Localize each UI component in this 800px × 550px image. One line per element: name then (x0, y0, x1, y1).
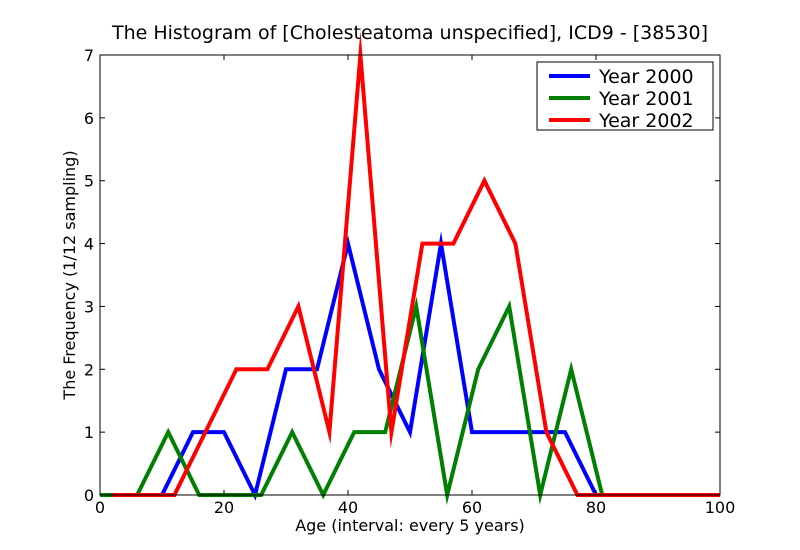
y-tick-label-2: 2 (84, 360, 94, 379)
x-tick-label-1: 20 (214, 498, 234, 517)
y-tick-label-3: 3 (84, 297, 94, 316)
y-tick-label-5: 5 (84, 172, 94, 191)
x-tick-label-3: 60 (462, 498, 482, 517)
legend-label-2: Year 2002 (598, 110, 694, 132)
x-tick-label-0: 0 (95, 498, 105, 517)
x-tick-label-5: 100 (705, 498, 736, 517)
ticks-layer: 0 20 40 60 80 100 0 1 2 3 4 5 6 7 (84, 46, 735, 517)
x-axis-label: Age (interval: every 5 years) (295, 516, 525, 535)
y-tick-label-4: 4 (84, 235, 94, 254)
y-tick-label-0: 0 (84, 486, 94, 505)
x-tick-label-4: 80 (586, 498, 606, 517)
y-tick-label-1: 1 (84, 423, 94, 442)
plot-frame (99, 54, 721, 496)
legend-label-0: Year 2000 (598, 66, 694, 88)
y-tick-label-6: 6 (84, 109, 94, 128)
y-tick-label-7: 7 (84, 46, 94, 65)
chart-title: The Histogram of [Cholesteatoma unspecif… (111, 22, 708, 44)
x-tick-label-2: 40 (338, 498, 358, 517)
y-axis-label: The Frequency (1/12 sampling) (60, 150, 79, 400)
legend-label-1: Year 2001 (598, 88, 694, 110)
